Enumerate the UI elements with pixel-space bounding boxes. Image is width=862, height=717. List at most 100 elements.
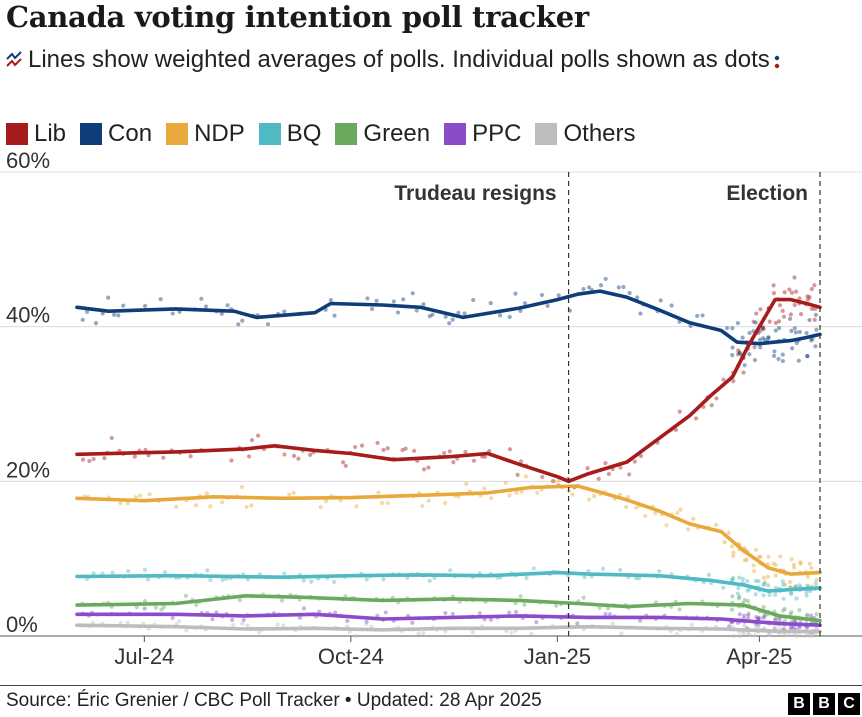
poll-dot: [515, 472, 520, 477]
poll-dot: [257, 630, 262, 635]
poll-dot: [416, 631, 421, 636]
poll-dot: [737, 594, 742, 599]
poll-dot: [677, 607, 682, 612]
poll-dot: [730, 353, 735, 358]
poll-dot: [489, 496, 494, 501]
poll-dot: [792, 565, 797, 570]
poll-dot: [177, 619, 182, 624]
poll-dot: [673, 427, 679, 433]
poll-dot: [618, 465, 623, 470]
poll-dot: [246, 454, 252, 459]
poll-dot: [722, 540, 727, 545]
legend-swatch: [444, 123, 467, 145]
poll-dot: [570, 492, 575, 497]
poll-dot: [80, 317, 85, 322]
poll-dot: [450, 611, 455, 617]
poll-dot: [761, 327, 766, 332]
poll-dot: [194, 503, 199, 508]
poll-dot: [596, 476, 601, 481]
poll-dot: [603, 461, 608, 466]
poll-dot: [729, 544, 734, 549]
poll-dot: [807, 561, 812, 566]
poll-dot: [754, 311, 759, 316]
poll-dot: [761, 615, 766, 620]
poll-dot: [809, 338, 814, 343]
poll-dot: [789, 590, 794, 595]
poll-dot: [780, 579, 785, 584]
poll-dot: [581, 286, 586, 292]
poll-dot: [421, 630, 426, 636]
poll-dot: [740, 335, 745, 340]
poll-dot: [605, 606, 611, 611]
poll-dot: [231, 623, 236, 628]
poll-dot: [153, 605, 158, 610]
poll-dot: [731, 633, 736, 639]
poll-dot: [616, 285, 621, 290]
legend-swatch: [6, 123, 28, 145]
poll-dot: [804, 330, 809, 336]
poll-dot: [746, 611, 751, 616]
poll-dot: [678, 507, 683, 512]
poll-dot: [756, 616, 761, 621]
poll-dot: [729, 578, 735, 583]
poll-dot: [354, 504, 359, 509]
poll-dot: [353, 444, 358, 450]
poll-dot: [740, 576, 745, 581]
poll-dot: [762, 581, 767, 586]
poll-dot: [693, 416, 699, 421]
poll-dot: [771, 291, 776, 296]
poll-dot: [756, 554, 762, 560]
poll-dot: [751, 319, 756, 324]
poll-dot: [706, 572, 711, 577]
poll-dot: [746, 613, 751, 618]
poll-dot: [488, 617, 494, 622]
poll-dot: [503, 480, 508, 485]
poll-dot: [395, 310, 401, 315]
poll-dot: [725, 325, 730, 331]
bbc-logo: B B C: [785, 693, 860, 715]
poll-dot: [753, 592, 758, 597]
chart-title: Canada voting intention poll tracker: [6, 0, 589, 34]
poll-dot: [587, 497, 592, 502]
poll-dot: [430, 312, 435, 317]
poll-dot: [220, 500, 225, 505]
poll-dot: [442, 451, 447, 456]
poll-dot: [731, 575, 736, 580]
poll-dot: [787, 316, 793, 321]
poll-dot: [730, 345, 735, 350]
poll-dot: [804, 593, 809, 598]
poll-dot: [742, 363, 747, 368]
poll-dot: [443, 610, 448, 616]
poll-dot: [308, 452, 313, 457]
poll-dot: [766, 335, 771, 340]
poll-dot: [93, 321, 99, 326]
poll-dot: [794, 289, 799, 294]
poll-dot: [183, 593, 188, 598]
poll-dot: [742, 597, 747, 603]
poll-dot: [745, 598, 751, 604]
poll-dot: [766, 554, 771, 559]
poll-dot: [482, 486, 487, 491]
poll-dot: [282, 571, 287, 576]
poll-dot: [721, 585, 726, 590]
poll-dot: [761, 593, 766, 598]
poll-dot: [244, 504, 249, 510]
poll-dot: [794, 633, 799, 639]
poll-dot: [756, 579, 761, 584]
poll-dot: [674, 632, 679, 637]
poll-dot: [735, 320, 740, 326]
poll-dot: [741, 613, 747, 618]
x-tick-label: Oct-24: [318, 644, 384, 669]
source-text: Source: Éric Grenier / CBC Poll Tracker …: [6, 690, 542, 711]
poll-dot: [597, 605, 602, 610]
poll-dot: [761, 582, 766, 587]
poll-dot: [772, 349, 777, 354]
poll-dot: [758, 345, 763, 350]
poll-dot: [797, 583, 802, 588]
poll-dot: [633, 576, 639, 581]
poll-dot: [443, 500, 448, 506]
poll-dot: [328, 297, 333, 303]
x-tick-label: Jul-24: [114, 644, 174, 669]
poll-dot: [761, 604, 766, 610]
poll-dot: [669, 303, 674, 308]
